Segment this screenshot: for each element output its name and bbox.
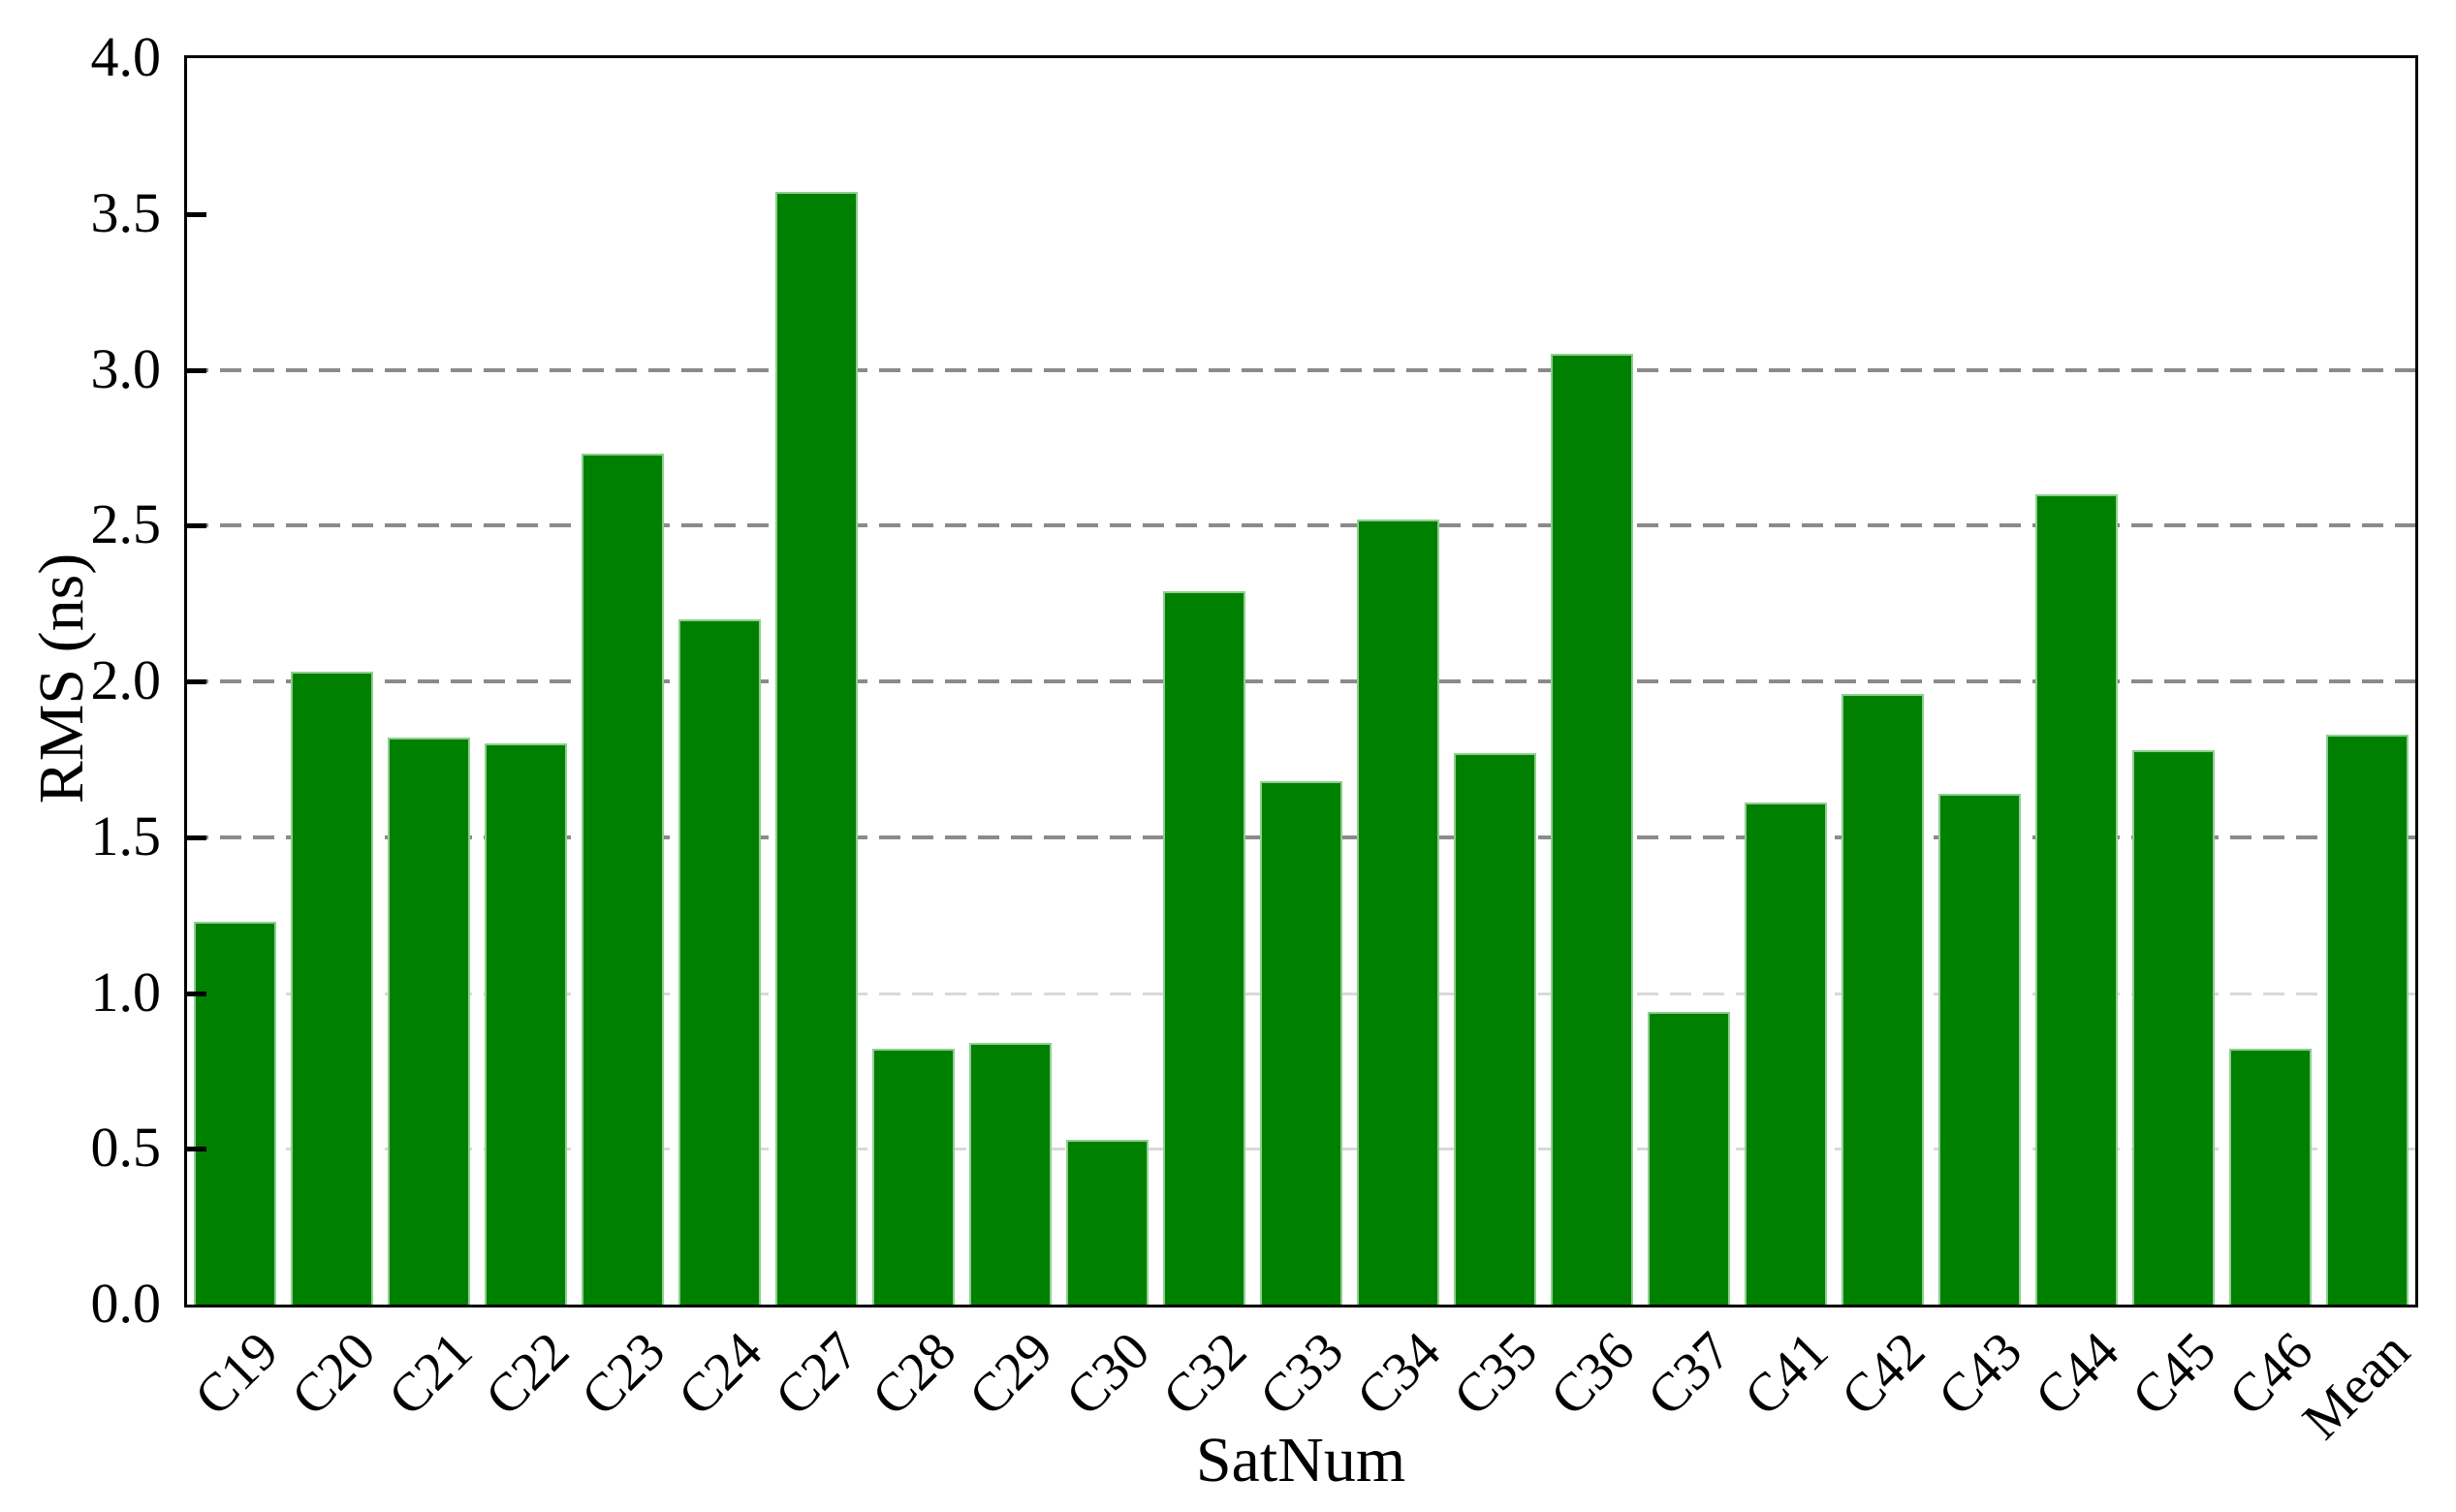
y-tick-mark-0.5	[187, 1147, 206, 1152]
bar-C46	[2228, 1049, 2312, 1305]
x-tick-label-C44: C44	[2024, 1320, 2130, 1428]
gridline-3.0	[187, 367, 2415, 372]
y-axis-title: RMS (ns)	[26, 552, 97, 804]
bar-C29	[969, 1042, 1053, 1305]
bar-C28	[872, 1049, 956, 1305]
x-tick-label-C32: C32	[1151, 1320, 1259, 1428]
bar-C33	[1260, 780, 1342, 1305]
x-tick-label-C45: C45	[2120, 1320, 2227, 1428]
x-axis-title: SatNum	[1195, 1425, 1406, 1496]
bar-C45	[2131, 749, 2215, 1305]
x-tick-label-C41: C41	[1733, 1320, 1841, 1428]
x-tick-label-C24: C24	[667, 1320, 774, 1428]
bar-C43	[1937, 793, 2021, 1305]
y-tick-label-1.5: 1.5	[90, 803, 162, 867]
y-tick-label-1.0: 1.0	[90, 960, 162, 1024]
gridline-2.5	[187, 523, 2415, 528]
bar-C32	[1163, 590, 1246, 1305]
y-tick-mark-3.0	[187, 367, 206, 373]
y-tick-label-3.0: 3.0	[90, 336, 162, 400]
bar-C27	[775, 192, 859, 1305]
x-tick-label-C29: C29	[958, 1320, 1065, 1428]
plot-area	[184, 55, 2418, 1307]
bar-C37	[1647, 1011, 1730, 1305]
bar-C24	[678, 618, 762, 1305]
bar-C35	[1453, 752, 1536, 1305]
bar-C41	[1744, 803, 1827, 1305]
y-tick-label-0.0: 0.0	[90, 1271, 162, 1335]
x-tick-label-C23: C23	[570, 1320, 677, 1428]
x-tick-label-Mean: Mean	[2290, 1320, 2421, 1451]
bar-C36	[1550, 354, 1633, 1305]
y-tick-mark-1.5	[187, 835, 206, 840]
bar-C23	[582, 454, 665, 1305]
bar-C20	[291, 672, 374, 1305]
x-tick-label-C19: C19	[182, 1320, 290, 1428]
y-tick-label-4.0: 4.0	[90, 24, 162, 88]
bar-Mean	[2325, 734, 2409, 1305]
y-tick-label-2.0: 2.0	[90, 647, 162, 711]
x-tick-label-C27: C27	[764, 1320, 871, 1428]
x-tick-label-C35: C35	[1442, 1320, 1550, 1428]
x-tick-label-C42: C42	[1830, 1320, 1936, 1428]
x-tick-label-C33: C33	[1248, 1320, 1356, 1428]
x-tick-label-C37: C37	[1636, 1320, 1744, 1428]
x-tick-label-C30: C30	[1055, 1320, 1162, 1428]
y-tick-mark-3.5	[187, 211, 206, 217]
y-tick-mark-2.0	[187, 679, 206, 684]
y-tick-mark-1.0	[187, 991, 206, 996]
x-tick-label-C43: C43	[1927, 1320, 2033, 1428]
bar-C22	[485, 743, 568, 1305]
y-axis-tick-labels: 4.0 3.5 3.0 2.5 2.0 1.5 1.0 0.5 0.0	[0, 28, 184, 1331]
gridline-2.0	[187, 679, 2415, 683]
bar-C34	[1356, 519, 1439, 1305]
x-tick-label-C22: C22	[473, 1320, 581, 1428]
y-tick-label-0.5: 0.5	[90, 1116, 162, 1180]
y-tick-label-3.5: 3.5	[90, 180, 162, 244]
y-tick-label-2.5: 2.5	[90, 492, 162, 556]
bar-C19	[194, 921, 277, 1305]
bar-C30	[1066, 1139, 1149, 1305]
bar-C21	[388, 737, 471, 1305]
x-tick-label-C20: C20	[279, 1320, 387, 1428]
x-tick-label-C28: C28	[861, 1320, 968, 1428]
x-tick-label-C21: C21	[376, 1320, 484, 1428]
x-tick-label-C34: C34	[1345, 1320, 1453, 1428]
bar-C42	[1841, 693, 1924, 1305]
y-tick-mark-2.5	[187, 523, 206, 529]
x-tick-label-C36: C36	[1539, 1320, 1647, 1428]
bar-C44	[2034, 494, 2118, 1305]
